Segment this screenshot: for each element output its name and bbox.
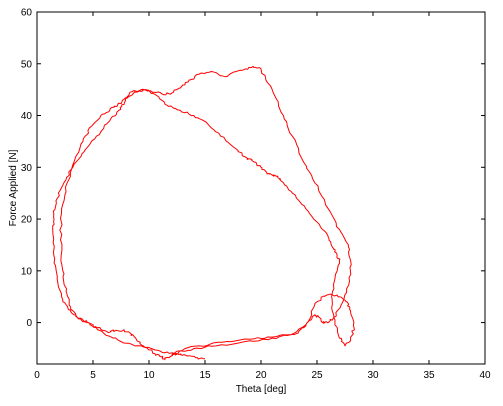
y-tick-label: 40 [21, 111, 33, 122]
y-axis-title: Force Applied [N] [8, 149, 19, 226]
x-tick-label: 0 [34, 370, 40, 381]
x-tick-label: 30 [367, 370, 379, 381]
y-tick-label: 20 [21, 215, 33, 226]
y-tick-label: 30 [21, 163, 33, 174]
y-tick-label: 0 [26, 318, 32, 329]
y-tick-label: 50 [21, 59, 33, 70]
plot-frame [36, 11, 486, 365]
x-tick-label: 10 [143, 370, 155, 381]
x-axis-title: Theta [deg] [236, 384, 287, 395]
y-tick-label: 10 [21, 266, 33, 277]
y-tick-label: 60 [21, 8, 33, 19]
y-axis-ticks: 0 10 20 30 40 50 60 [21, 8, 485, 329]
x-tick-label: 35 [423, 370, 435, 381]
x-tick-label: 25 [311, 370, 323, 381]
x-tick-label: 40 [479, 370, 491, 381]
x-tick-label: 5 [90, 370, 96, 381]
x-tick-label: 20 [255, 370, 267, 381]
x-tick-label: 15 [199, 370, 211, 381]
x-axis-ticks: 0 5 10 15 20 25 30 35 40 [34, 12, 491, 381]
data-layer [52, 65, 355, 361]
series-line-0 [52, 65, 355, 361]
